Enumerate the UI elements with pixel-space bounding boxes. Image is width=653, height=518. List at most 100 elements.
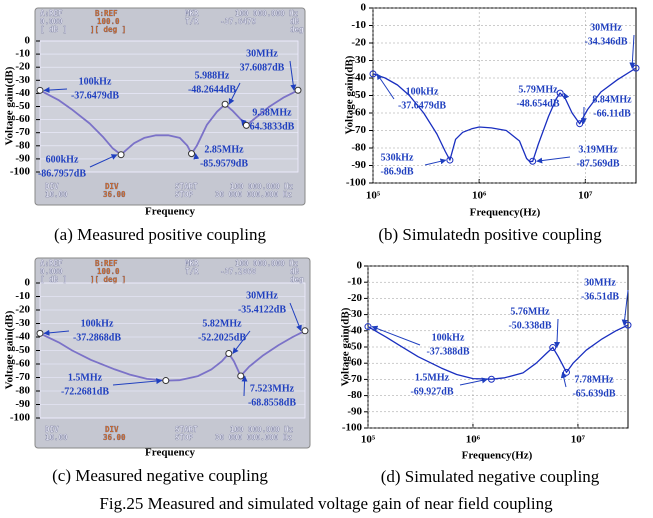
screen-label: [ dB ] [40, 275, 67, 284]
y-tick-label: -100 [342, 422, 363, 434]
annotation-value: 64.3833dB [250, 121, 295, 132]
chart-title: (b) Simulatedn positive coupling [378, 225, 602, 244]
annotation-label: 5.82MHz [202, 318, 242, 329]
figure: Fig.25 Measured and simulated voltage ga… [0, 0, 653, 518]
y-tick-label: -100 [10, 412, 31, 424]
y-axis-label: Voltage gain(dB) [340, 307, 352, 386]
y-tick-label: -10 [347, 276, 362, 288]
x-axis-label: Frequency(Hz) [470, 207, 541, 219]
y-tick-label: -80 [15, 139, 30, 151]
x-axis-label: Frequency(Hz) [462, 450, 533, 462]
y-tick-label: 0 [25, 277, 31, 289]
annotation-label: 30MHz [590, 22, 622, 33]
annotation-label: 7.78MHz [574, 374, 614, 385]
x-tick-label: 10⁶ [472, 190, 487, 202]
screen-label: -37.2868 [220, 267, 257, 276]
y-tick-label: -80 [15, 385, 30, 397]
y-tick-label: -20 [351, 37, 366, 49]
screen-label: 30 000 000.000 Hz [215, 190, 292, 199]
y-tick-label: -20 [15, 304, 30, 316]
chart-title: (a) Measured positive coupling [54, 225, 266, 244]
annotation-label: 100kHz [79, 76, 112, 87]
annotation-marker [118, 152, 124, 158]
annotation-value: 37.6087dB [240, 62, 285, 73]
annotation-value: -35.4122dB [238, 304, 286, 315]
y-tick-label: -90 [15, 398, 30, 410]
y-tick-label: -90 [347, 405, 362, 417]
annotation-marker [163, 378, 169, 384]
y-tick-label: -10 [15, 290, 30, 302]
annotation-marker [243, 122, 249, 128]
y-tick-label: -90 [351, 159, 366, 171]
annotation-marker [37, 330, 43, 336]
annotation-label: 3.19MHz [578, 144, 618, 155]
y-tick-label: -90 [15, 152, 30, 164]
annotation-value: -48.654dB [516, 98, 559, 109]
annotation-label: 100kHz [432, 332, 465, 343]
y-tick-label: 0 [25, 35, 31, 47]
y-tick-label: -30 [15, 74, 30, 86]
annotation-label: 30MHz [246, 48, 278, 59]
screen-label: 36.00 [103, 190, 126, 199]
screen-label: T/R [185, 267, 199, 276]
x-tick-label: 10⁶ [466, 434, 481, 446]
annotation-value: -37.6479dB [398, 100, 446, 111]
annotation-value: -52.2025dB [198, 332, 246, 343]
annotation-value: -72.2681dB [61, 386, 109, 397]
y-axis-label: Voltage gain(dB) [4, 310, 16, 389]
screen-label: 36.00 [103, 433, 126, 442]
annotation-label: 9.58MHz [252, 107, 292, 118]
annotation-label: 600kHz [46, 154, 79, 165]
annotation-marker [37, 87, 43, 93]
y-tick-label: -80 [347, 389, 362, 401]
annotation-label: 1.5MHz [415, 372, 450, 383]
annotation-value: -85.9579dB [200, 158, 248, 169]
screen-label: T/R [185, 17, 199, 26]
annotation-label: 5.79MHz [518, 84, 558, 95]
y-tick-label: -70 [15, 371, 30, 383]
y-axis-label: Voltage gain(dB) [4, 66, 16, 145]
screen-label: deg [290, 275, 304, 284]
annotation-marker [226, 350, 232, 356]
y-tick-label: 0 [357, 260, 363, 272]
annotation-label: 100kHz [81, 318, 114, 329]
annotation-label: 2.85MHz [204, 144, 244, 155]
x-axis-label: Frequency [145, 447, 195, 459]
annotation-value: -37.388dB [426, 346, 469, 357]
y-axis-label: Voltage gain(dB) [344, 55, 356, 134]
annotation-value: -36.51dB [581, 291, 619, 302]
annotation-marker [222, 101, 228, 107]
screen-label: [ dB ] [40, 25, 67, 34]
y-tick-label: -30 [15, 317, 30, 329]
screen-label: 10.00 [45, 433, 68, 442]
y-tick-label: -60 [15, 113, 30, 125]
annotation-label: 1.5MHz [68, 372, 103, 383]
annotation-value: -66.11dB [593, 108, 631, 119]
y-tick-label: -60 [15, 358, 30, 370]
y-tick-label: -10 [15, 48, 30, 60]
annotation-value: -48.2644dB [188, 84, 236, 95]
annotation-value: -86.7957dB [38, 168, 86, 179]
annotation-label: 7.523MHz [250, 383, 295, 394]
y-tick-label: -10 [351, 19, 366, 31]
x-tick-label: 10⁷ [571, 434, 586, 446]
y-tick-label: -70 [15, 126, 30, 138]
annotation-label: 30MHz [584, 277, 616, 288]
screen-label: -37.6479 [220, 17, 257, 26]
y-tick-label: -80 [351, 142, 366, 154]
screen-label: 30 000 000.000 Hz [215, 433, 292, 442]
annotation-label: 530kHz [381, 152, 414, 163]
x-tick-label: 10⁵ [361, 434, 376, 446]
annotation-label: 5.988Hz [195, 70, 230, 81]
annotation-marker [295, 87, 301, 93]
screen-label: STOP [175, 190, 194, 199]
annotation-value: -37.6479dB [71, 90, 119, 101]
screen-label: ][ deg ] [90, 25, 126, 34]
annotation-value: -34.346dB [584, 36, 627, 47]
annotation-marker [302, 328, 308, 334]
figure-caption: Fig.25 Measured and simulated voltage ga… [99, 494, 553, 513]
screen-label: ][ deg ] [90, 275, 126, 284]
annotation-marker [238, 373, 244, 379]
annotation-value: -37.2868dB [73, 332, 121, 343]
chart-title: (c) Measured negative coupling [52, 466, 268, 485]
